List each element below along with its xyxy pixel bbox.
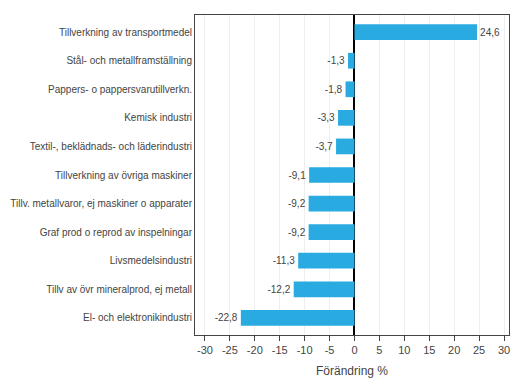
svg-text:25: 25 bbox=[473, 344, 485, 356]
svg-text:Tillverkning av övriga maskine: Tillverkning av övriga maskiner bbox=[55, 170, 193, 181]
svg-text:Tillv av övr mineralprod, ej m: Tillv av övr mineralprod, ej metall bbox=[46, 284, 192, 295]
svg-text:-1,3: -1,3 bbox=[327, 55, 345, 66]
svg-text:-9,1: -9,1 bbox=[288, 170, 306, 181]
svg-text:-1,8: -1,8 bbox=[325, 84, 343, 95]
svg-text:-10: -10 bbox=[297, 344, 313, 356]
svg-text:Förändring %: Förändring % bbox=[316, 364, 388, 378]
svg-text:-3,3: -3,3 bbox=[317, 112, 335, 123]
svg-text:El- och elektronikindustri: El- och elektronikindustri bbox=[83, 312, 192, 323]
svg-text:-5: -5 bbox=[325, 344, 335, 356]
svg-text:Tillv. metallvaror, ej maskine: Tillv. metallvaror, ej maskiner o appara… bbox=[10, 198, 192, 209]
svg-text:-25: -25 bbox=[222, 344, 238, 356]
svg-text:20: 20 bbox=[448, 344, 460, 356]
svg-text:Textil-, beklädnads- och läder: Textil-, beklädnads- och läderindustri bbox=[30, 141, 192, 152]
svg-text:-30: -30 bbox=[197, 344, 213, 356]
svg-text:Tillverkning av transportmedel: Tillverkning av transportmedel bbox=[59, 27, 192, 38]
svg-text:-11,3: -11,3 bbox=[273, 255, 295, 266]
svg-text:5: 5 bbox=[376, 344, 382, 356]
svg-text:-20: -20 bbox=[247, 344, 263, 356]
svg-text:0: 0 bbox=[351, 344, 357, 356]
svg-text:10: 10 bbox=[398, 344, 410, 356]
svg-text:Graf prod o reprod av inspelni: Graf prod o reprod av inspelningar bbox=[40, 227, 193, 238]
svg-text:15: 15 bbox=[423, 344, 435, 356]
svg-text:-3,7: -3,7 bbox=[315, 141, 333, 152]
svg-text:-9,2: -9,2 bbox=[288, 198, 306, 209]
svg-text:-22,8: -22,8 bbox=[215, 312, 238, 323]
svg-text:24,6: 24,6 bbox=[480, 27, 500, 38]
svg-text:30: 30 bbox=[498, 344, 510, 356]
svg-text:-12,2: -12,2 bbox=[267, 284, 290, 295]
svg-text:-15: -15 bbox=[272, 344, 288, 356]
svg-text:-9,2: -9,2 bbox=[288, 227, 306, 238]
svg-text:Stål- och metallframställning: Stål- och metallframställning bbox=[66, 55, 192, 66]
svg-text:Pappers- o pappersvarutillverk: Pappers- o pappersvarutillverkn. bbox=[48, 84, 192, 95]
svg-text:Kemisk industri: Kemisk industri bbox=[124, 112, 192, 123]
svg-text:Livsmedelsindustri: Livsmedelsindustri bbox=[110, 255, 192, 266]
